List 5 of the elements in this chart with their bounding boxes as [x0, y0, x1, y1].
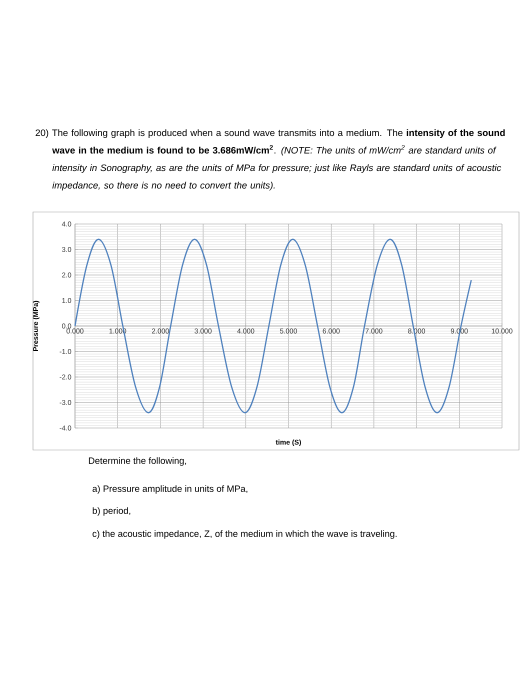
text: Determine the following, — [88, 457, 186, 466]
text: b) period, — [92, 507, 130, 516]
text: c) the acoustic impedance, Z, of the medium in which the wave is traveling. — [92, 530, 397, 539]
chart-title: 20) The following graph is produced when a sound wave transmits into a medium. The intensity of the sound wave in the medium is found to be 3.686mW/cm$^{2}$. (NOTE: The units of mW/cm$^{2}$ are standard units of intensity in Sonography, as are the units of MPa for pressure; just like Rayls are standard units of acoustic impedance, so there is no need to convert the units). — [36, 129, 505, 190]
text: a) Pressure amplitude in units of MPa, — [92, 485, 248, 494]
